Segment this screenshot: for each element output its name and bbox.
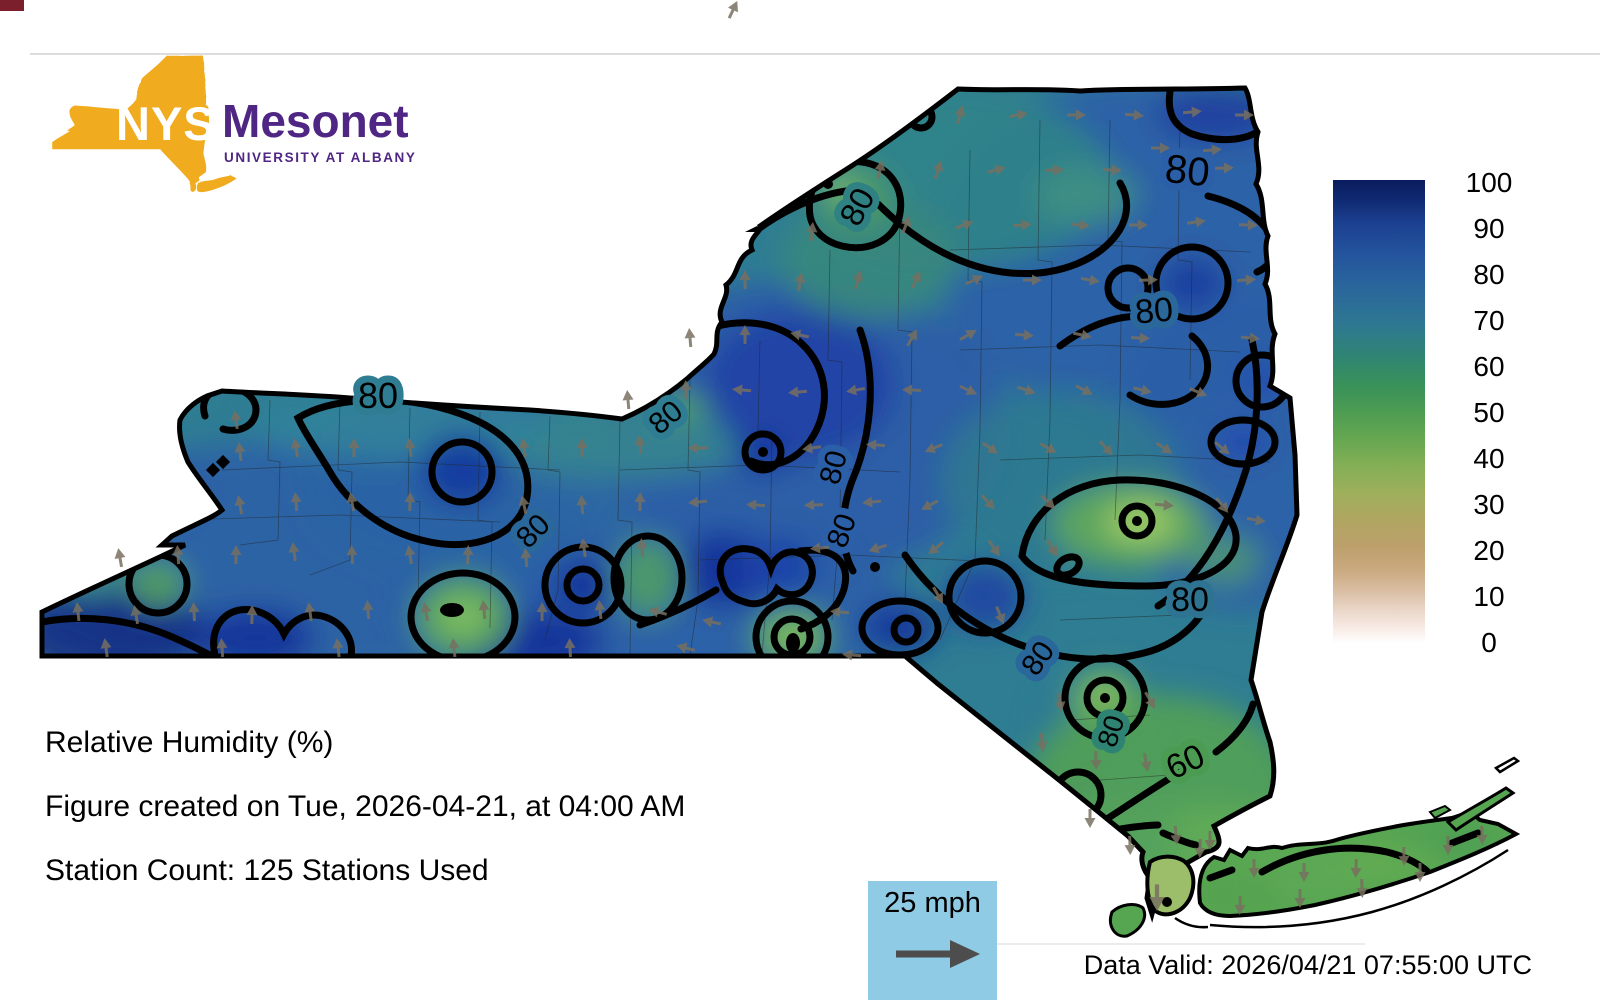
colorbar-tick: 30: [1473, 489, 1505, 520]
barrier-islands: [1174, 916, 1209, 929]
colorbar-gradient: [1333, 180, 1425, 643]
figure-variable-title: Relative Humidity (%): [45, 726, 334, 759]
wind-reference-arrow-icon: [896, 940, 980, 968]
wind-arrow-icon: [722, 0, 744, 22]
barrier-islands: [1209, 848, 1509, 929]
wind-arrow-icon: [682, 326, 698, 349]
faint-gridline: [955, 943, 1365, 945]
contour-label: 80: [1134, 290, 1175, 331]
contour-label: 80: [358, 375, 398, 416]
wind-speed-legend: 25 mph: [868, 881, 997, 1000]
colorbar-tick: 10: [1473, 581, 1505, 612]
colorbar-tick: 0: [1481, 627, 1497, 658]
colorbar-tick: 90: [1473, 213, 1505, 244]
logo-nys-text: NYS: [116, 97, 216, 150]
wind-arrow-icon: [1083, 807, 1097, 830]
corner-mark: [0, 0, 24, 11]
colorbar-tick: 80: [1473, 259, 1505, 290]
top-divider: [30, 53, 1600, 55]
station-markers: [205, 179, 1172, 907]
wind-arrow-icon: [620, 388, 636, 411]
county-borders: [179, 119, 1271, 781]
wind-arrow-icon: [111, 545, 129, 570]
logo-mesonet-text: Mesonet: [222, 95, 409, 147]
wind-speed-label: 25 mph: [884, 887, 981, 919]
logo-state-shape: [52, 55, 237, 193]
colorbar-tick: 50: [1473, 397, 1505, 428]
north-fork: [1445, 786, 1516, 832]
staten-island: [1109, 903, 1147, 938]
colorbar-tick: 20: [1473, 535, 1505, 566]
state-fill-field: [42, 88, 1297, 914]
contour-label: 80: [1163, 147, 1212, 195]
logo-university-text: UNIVERSITY AT ALBANY: [224, 150, 417, 165]
station-count-caption: Station Count: 125 Stations Used: [45, 854, 489, 887]
contour-label: 80: [1171, 581, 1209, 619]
colorbar-tick: 60: [1473, 351, 1505, 382]
colorbar-tick: 70: [1473, 305, 1505, 336]
figure-created-caption: Figure created on Tue, 2026-04-21, at 04…: [45, 790, 686, 823]
colorbar-tick: 40: [1473, 443, 1505, 474]
colorbar-tick: 100: [1465, 167, 1513, 198]
data-valid-timestamp: Data Valid: 2026/04/21 07:55:00 UTC: [1083, 950, 1532, 980]
